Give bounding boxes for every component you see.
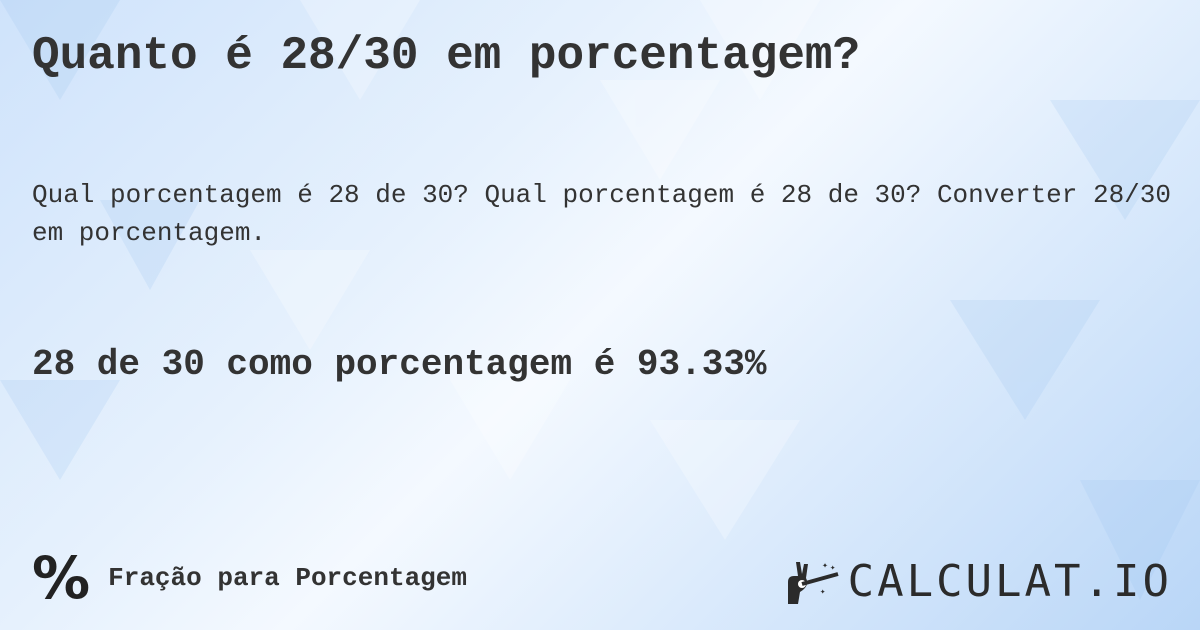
svg-text:✦: ✦ [830, 563, 836, 573]
percent-icon: % [32, 544, 91, 612]
category-link[interactable]: % Fração para Porcentagem [32, 548, 467, 608]
category-label: Fração para Porcentagem [108, 563, 467, 593]
svg-text:✦: ✦ [820, 587, 826, 597]
answer-text: 28 de 30 como porcentagem é 93.33% [32, 344, 767, 385]
magic-hand-icon: ✦ ✦ ✦ [787, 561, 839, 604]
svg-text:✦: ✦ [822, 561, 828, 572]
logo-text: CALCULAT.IO [847, 556, 1172, 607]
logo[interactable]: ✦ ✦ ✦ CALCULAT.IO [784, 556, 1172, 607]
description: Qual porcentagem é 28 de 30? Qual porcen… [32, 180, 1171, 248]
page-title: Quanto é 28/30 em porcentagem? [32, 30, 861, 82]
